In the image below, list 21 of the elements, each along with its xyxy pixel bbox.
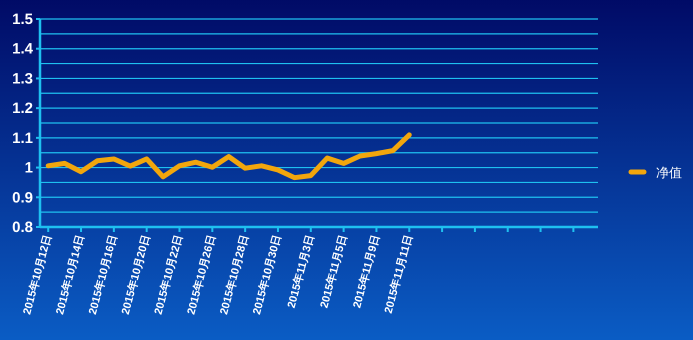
legend-label: 净值 <box>656 165 682 180</box>
x-tick-label: 2015年10月20日 <box>118 233 153 316</box>
y-tick-label: 1 <box>24 160 33 177</box>
x-tick-label: 2015年10月28日 <box>217 233 252 316</box>
x-tick-label: 2015年10月14日 <box>53 233 87 316</box>
x-tick-label: 2015年10月12日 <box>20 233 54 316</box>
x-tick-label: 2015年11月3日 <box>284 233 317 310</box>
y-tick-label: 1.2 <box>12 100 33 118</box>
x-tick-label: 2015年11月11日 <box>382 233 416 315</box>
x-tick-label: 2015年11月9日 <box>350 233 382 310</box>
y-tick-label: 1.4 <box>12 40 34 58</box>
x-tick-label: 2015年10月16日 <box>86 233 120 316</box>
y-tick-label: 0.9 <box>12 189 33 206</box>
y-tick-label: 0.8 <box>12 219 33 236</box>
x-tick-label: 2015年10月26日 <box>184 233 218 316</box>
x-tick-label: 2015年11月5日 <box>317 233 350 310</box>
y-tick-label: 1.1 <box>12 130 33 147</box>
y-tick-label: 1.3 <box>12 70 33 88</box>
x-tick-label: 2015年10月22日 <box>152 233 186 316</box>
y-tick-label: 1.5 <box>12 11 33 28</box>
x-tick-label: 2015年10月30日 <box>250 233 284 316</box>
